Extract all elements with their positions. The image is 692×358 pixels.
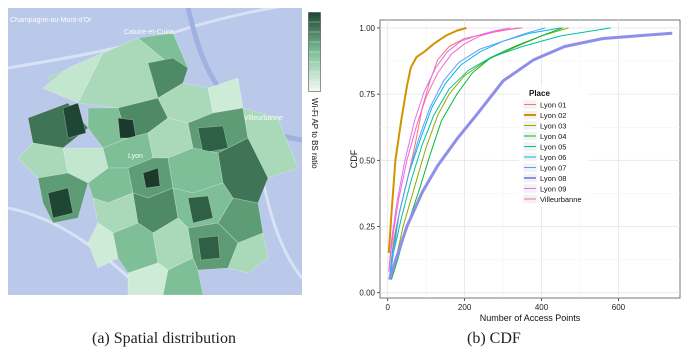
x-tick-label: 0	[385, 303, 390, 312]
legend-entry: Lyon 04	[540, 132, 566, 141]
map-place-label: Lyon	[128, 153, 143, 160]
legend-entry: Lyon 07	[540, 164, 566, 173]
series-lines	[387, 26, 673, 280]
map-place-label: Champagne-au-Mont-d'Or	[10, 17, 92, 24]
series-line	[388, 31, 673, 280]
legend-entry: Lyon 09	[540, 185, 566, 194]
axes: 0 200 400 600 0.00 0.25 0.50 0.75 1.00	[359, 24, 625, 312]
legend-entry: Lyon 03	[540, 122, 566, 131]
legend-entry: Lyon 05	[540, 143, 566, 152]
colorbar	[308, 12, 321, 92]
map-cells	[17, 32, 299, 295]
map-road	[8, 8, 281, 70]
y-tick-label: 1.00	[359, 24, 375, 33]
y-tick-label: 0.50	[359, 156, 375, 165]
caption-b: (b) CDF	[467, 330, 521, 347]
map-place-label: Caluire-et-Cuire	[124, 29, 174, 36]
series-line	[389, 27, 546, 280]
map-place-label: Villeurbanne	[244, 115, 283, 122]
legend-entry: Lyon 01	[540, 101, 566, 110]
spatial-map-panel: Champagne-au-Mont-d'Or Caluire-et-Cuire …	[8, 8, 302, 295]
caption-a: (a) Spatial distribution	[92, 330, 236, 347]
series-line	[388, 27, 523, 272]
series-line	[389, 27, 611, 280]
series-line	[387, 26, 467, 254]
legend-entry: Lyon 08	[540, 174, 566, 183]
series-line	[388, 27, 511, 272]
x-tick-label: 200	[458, 303, 472, 312]
cdf-chart: 0 200 400 600 0.00 0.25 0.50 0.75 1.00 Number of…	[349, 19, 681, 323]
x-tick-label: 600	[612, 303, 626, 312]
legend-title: Place	[529, 89, 550, 98]
legend-entry: Villeurbanne	[540, 195, 582, 204]
legend-entry: Lyon 06	[540, 153, 566, 162]
y-tick-label: 0.25	[359, 223, 375, 232]
spatial-map: Champagne-au-Mont-d'Or Caluire-et-Cuire …	[8, 8, 302, 295]
y-tick-label: 0.75	[359, 90, 375, 99]
legend-entry: Lyon 02	[540, 111, 566, 120]
x-tick-label: 400	[535, 303, 549, 312]
y-axis-label: CDF	[349, 149, 359, 168]
series-line	[390, 27, 569, 280]
y-tick-label: 0.00	[359, 289, 375, 298]
x-axis-label: Number of Access Points	[480, 313, 581, 323]
colorbar-label: Wi-Fi AP to BS ratio	[310, 98, 319, 169]
